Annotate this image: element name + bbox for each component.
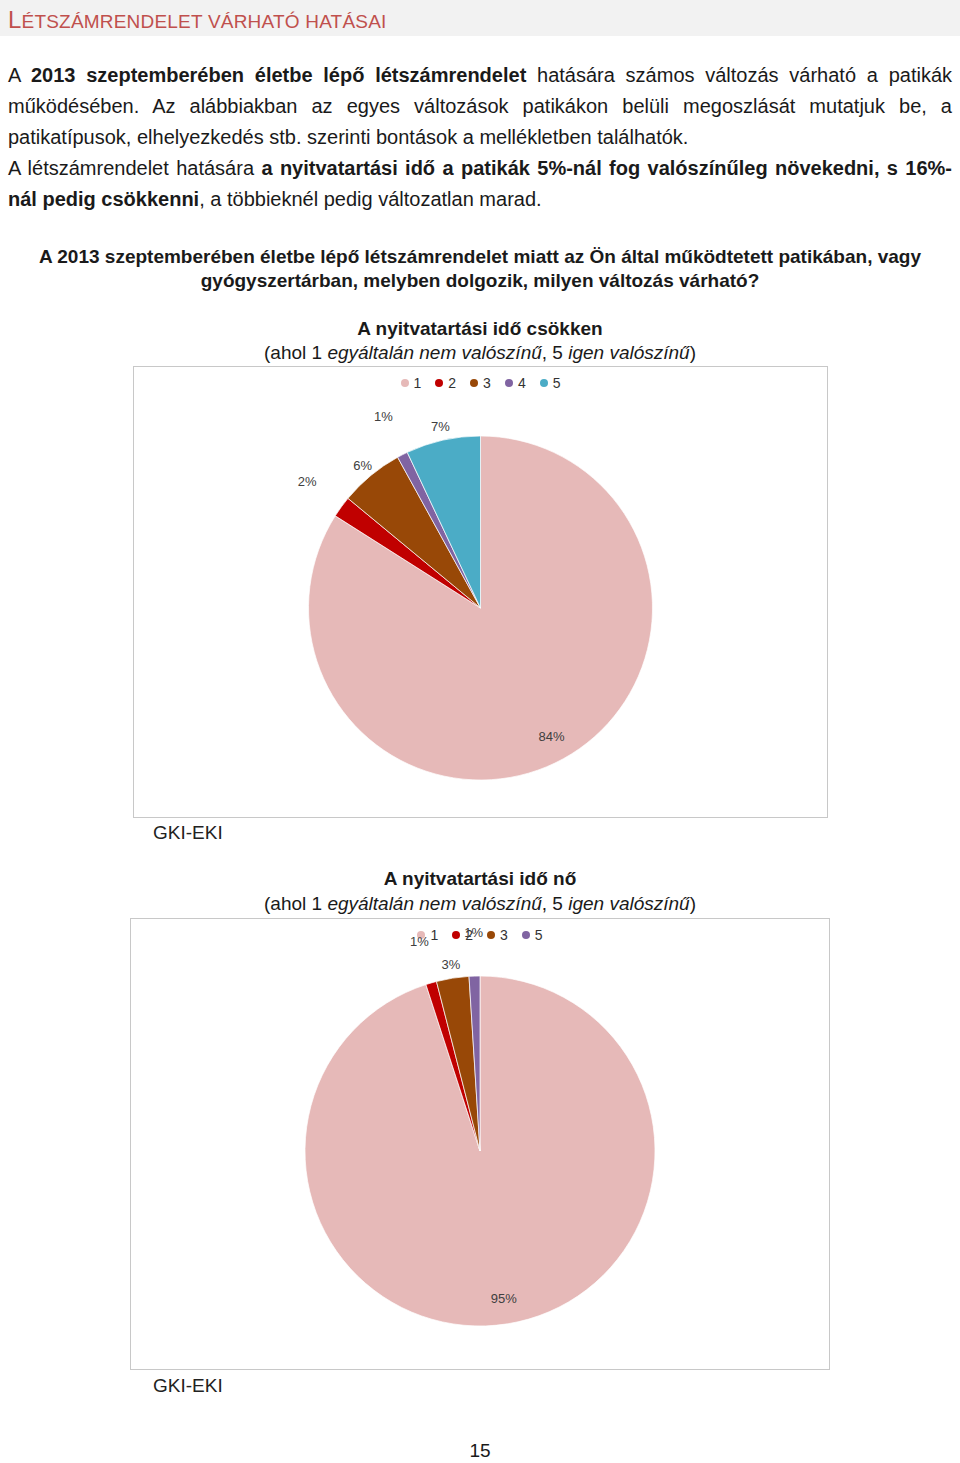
svg-text:1%: 1%: [374, 409, 393, 424]
svg-text:1%: 1%: [410, 934, 429, 949]
svg-text:2%: 2%: [298, 474, 317, 489]
svg-text:1%: 1%: [464, 925, 483, 940]
svg-text:95%: 95%: [491, 1291, 517, 1306]
svg-text:7%: 7%: [431, 419, 450, 434]
svg-text:3%: 3%: [442, 957, 461, 972]
svg-text:84%: 84%: [538, 729, 564, 744]
svg-text:6%: 6%: [353, 458, 372, 473]
